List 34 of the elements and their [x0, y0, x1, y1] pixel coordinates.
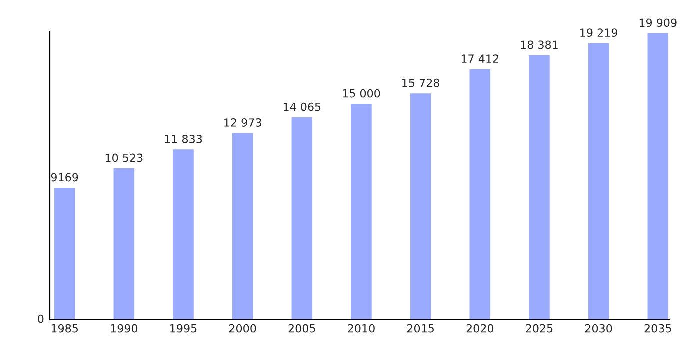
x-tick-label: 2005 — [288, 324, 316, 333]
data-label: 18 381 — [521, 40, 558, 50]
bar — [470, 69, 491, 320]
data-label: 17 412 — [462, 54, 498, 63]
data-label: 14 065 — [284, 102, 321, 112]
bar — [529, 55, 550, 320]
bar — [54, 188, 76, 320]
data-label: 11 833 — [165, 134, 202, 144]
bar — [292, 118, 313, 320]
bar — [588, 43, 610, 320]
bar — [410, 94, 432, 320]
bar — [114, 168, 135, 320]
x-tick-label: 2025 — [526, 324, 553, 333]
x-tick-label: 2035 — [644, 324, 672, 333]
data-label: 9169 — [51, 173, 78, 182]
x-tick-label: 2020 — [466, 324, 494, 333]
data-label: 12 973 — [224, 118, 262, 127]
bar — [232, 133, 254, 320]
data-label: 19 909 — [640, 18, 677, 28]
x-tick-label: 1985 — [52, 324, 78, 333]
x-tick-label: 2030 — [585, 324, 612, 333]
bar — [351, 104, 372, 320]
x-tick-label: 2015 — [407, 324, 434, 333]
data-label: 19 219 — [580, 28, 618, 38]
data-label: 10 523 — [106, 154, 143, 162]
bar — [173, 150, 194, 320]
x-tick-label: 2010 — [348, 324, 375, 333]
x-tick-label: 1990 — [111, 324, 138, 333]
data-label: 15 000 — [343, 89, 380, 98]
bar — [648, 33, 669, 320]
x-tick-label: 2000 — [230, 324, 256, 333]
text: 0 — [38, 314, 44, 324]
data-label: 15 728 — [402, 78, 440, 88]
x-tick-label: 1995 — [170, 324, 197, 333]
